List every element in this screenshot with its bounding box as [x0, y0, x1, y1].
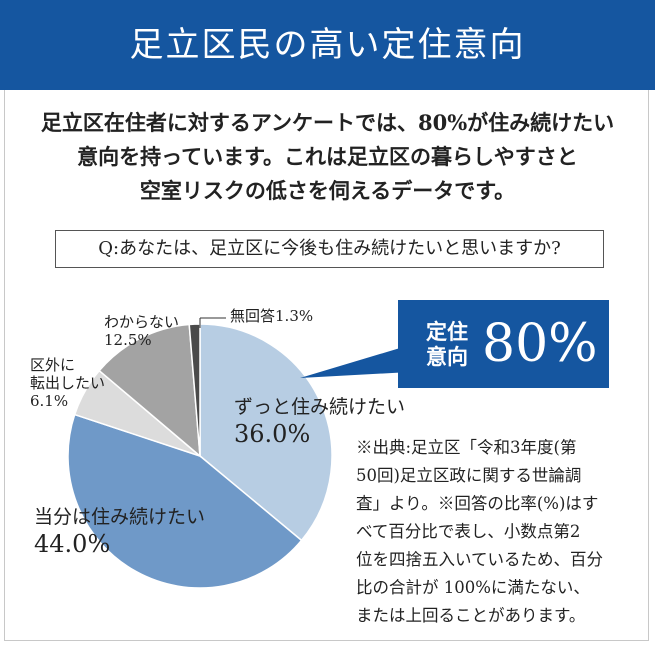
note-line-5: 位を四捨五入いているため、百分 [356, 550, 604, 569]
slice-stay-for-now [67, 413, 303, 589]
note-line-7: または上回ることがあります。 [356, 606, 586, 625]
intro-line-3: 空室リスクの低さを伺えるデータです。 [139, 178, 516, 203]
callout-label: 定住 意向 [416, 320, 478, 370]
callout-label-line2: 意向 [426, 345, 468, 369]
intro-line-2: 意向を持っています。これは足立区の暮らしやすさと [77, 144, 578, 169]
source-note: ※出典:足立区「令和3年度(第 50回)足立区政に関する世論調 査」より。※回答… [356, 434, 636, 630]
slice-label-no-answer: 無回答1.3% [230, 306, 313, 325]
settlement-intention-callout: 定住 意向 80% [398, 300, 609, 388]
callout-pointer [300, 345, 410, 378]
note-line-4: べて百分比で表し、小数点第2 [356, 522, 581, 541]
slice-name-line2: 転出したい [30, 374, 106, 392]
intro-line-1: 足立区在住者に対するアンケートでは、80%が住み続けたい [40, 110, 615, 135]
note-line-6: 比の合計が 100%に満たない、 [356, 578, 590, 597]
slice-value: 6.1% [30, 392, 69, 410]
slice-value: 12.5% [104, 331, 152, 349]
note-line-3: 査」より。※回答の比率(%)はす [356, 494, 599, 513]
note-line-1: ※出典:足立区「令和3年度(第 [356, 438, 577, 457]
slice-name: 無回答 [230, 307, 276, 325]
slice-value: 1.3% [275, 307, 314, 325]
slice-name: わからない [104, 313, 180, 331]
slice-name: ずっと住み続けたい [234, 396, 406, 418]
page-title: 足立区民の高い定住意向 [129, 25, 526, 65]
slice-name: 当分は住み続けたい [34, 506, 206, 528]
callout-value: 80% [482, 314, 598, 374]
slice-label-move-out: 区外に 転出したい 6.1% [30, 356, 105, 410]
slice-stay-forever [199, 323, 333, 542]
intro-text: 足立区在住者に対するアンケートでは、80%が住み続けたい 意向を持っています。こ… [20, 106, 635, 208]
slice-name-line1: 区外に [30, 356, 76, 374]
callout-label-line1: 定住 [426, 320, 468, 344]
slice-label-dont-know: わからない 12.5% [104, 313, 179, 349]
survey-question: Q:あなたは、足立区に今後も住み続けたいと思いますか? [55, 230, 604, 268]
slice-label-stay-for-now: 当分は住み続けたい 44.0% [34, 505, 205, 559]
note-line-2: 50回)足立区政に関する世論調 [356, 466, 582, 485]
slice-value: 36.0% [234, 420, 311, 448]
slice-value: 44.0% [34, 530, 111, 558]
slice-dont-know [98, 323, 201, 458]
header-banner: 足立区民の高い定住意向 [0, 0, 655, 90]
slice-label-stay-forever: ずっと住み続けたい 36.0% [234, 395, 405, 449]
